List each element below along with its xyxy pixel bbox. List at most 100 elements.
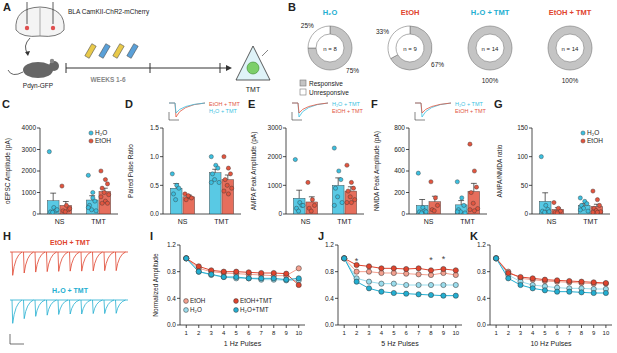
- marker: [404, 266, 409, 271]
- marker: [196, 269, 201, 274]
- legend-marker: [234, 308, 239, 313]
- legend-marker: [581, 139, 585, 143]
- marker: [494, 256, 499, 261]
- marker: [416, 266, 421, 271]
- tick-label: 2: [355, 330, 359, 336]
- data-label: 100%: [482, 77, 499, 84]
- marker: [366, 269, 371, 274]
- marker: [555, 289, 560, 294]
- bar: [209, 173, 221, 214]
- tick-label: 0.0: [325, 321, 334, 328]
- point: [226, 166, 230, 170]
- slice: [468, 26, 512, 70]
- line-chart: K0.00.40.81.21234567891010 Hz Pulses: [470, 230, 612, 347]
- timeline-tick: [66, 63, 67, 73]
- marker: [342, 256, 347, 261]
- panel-label: C: [2, 98, 10, 110]
- point: [225, 183, 229, 187]
- point: [293, 157, 297, 161]
- point: [433, 196, 437, 200]
- marker: [542, 277, 547, 282]
- neuron: [247, 62, 259, 74]
- inset-trace: [415, 103, 451, 113]
- timeline-arrow: [226, 65, 232, 71]
- marker: [428, 292, 433, 297]
- tick-label: NS: [301, 218, 311, 225]
- series-line: [344, 258, 456, 270]
- tick: [406, 214, 409, 215]
- marker: [221, 269, 226, 274]
- point: [468, 142, 472, 146]
- tick-label: 0.0: [167, 321, 176, 328]
- tick: [298, 325, 299, 328]
- tick-label: 5: [235, 330, 239, 336]
- mouse-tail: [8, 70, 23, 75]
- tick: [273, 325, 274, 328]
- point: [186, 194, 190, 198]
- marker: [441, 282, 446, 287]
- midline: [40, 8, 41, 36]
- point: [50, 210, 54, 214]
- point: [100, 186, 104, 190]
- pulse: [93, 252, 103, 271]
- marker: [441, 293, 446, 298]
- panel-label: H: [3, 230, 11, 242]
- bar: [539, 201, 551, 214]
- bar: [293, 198, 305, 214]
- tick-label: 4: [380, 330, 384, 336]
- bar-chart: C01000200030004000oEPSC Amplitude (pA)NS…: [2, 98, 118, 225]
- bar: [332, 185, 344, 214]
- tick-label: 0.0: [150, 210, 159, 217]
- bottle: [127, 44, 138, 59]
- tick-label: 4000: [22, 124, 37, 131]
- tick-label: 3000: [22, 146, 37, 153]
- point: [469, 190, 473, 194]
- bar: [99, 191, 111, 214]
- annotation: n = 8: [323, 46, 337, 52]
- pie-chart: BH₂O75%25%n = 8ResponsiveUnresponsive: [288, 1, 359, 97]
- marker: [591, 280, 596, 285]
- pulse: [58, 252, 68, 271]
- point: [552, 200, 556, 204]
- point: [578, 208, 582, 212]
- point: [222, 189, 226, 193]
- tick-label: 0: [278, 210, 282, 217]
- marker: [234, 269, 239, 274]
- marker: [591, 290, 596, 295]
- point: [337, 169, 341, 173]
- point: [309, 209, 313, 213]
- inset-trace: [292, 103, 328, 117]
- point: [171, 192, 175, 196]
- pulse: [47, 300, 57, 315]
- panel-label: A: [3, 1, 11, 13]
- axis-title: Normalized Amplitude: [152, 253, 160, 317]
- slice: [548, 26, 592, 70]
- data-label: 33%: [376, 28, 389, 35]
- tick: [487, 298, 490, 299]
- tick-label: 0: [524, 210, 528, 217]
- tick-label: 5: [543, 330, 547, 336]
- point: [86, 205, 90, 209]
- plot-area: [184, 256, 302, 288]
- tick-label: NS: [547, 218, 557, 225]
- pulse: [35, 252, 45, 272]
- marker: [416, 272, 421, 277]
- panel-label: G: [494, 98, 503, 110]
- point: [209, 155, 213, 159]
- tick-label: 8: [429, 330, 433, 336]
- point: [424, 210, 428, 214]
- tick-label: 10: [452, 330, 459, 336]
- bar: [591, 207, 603, 214]
- point: [578, 196, 582, 200]
- electrode: [262, 50, 268, 56]
- tick-label: 6: [405, 330, 409, 336]
- slice: [308, 26, 352, 70]
- marker: [391, 281, 396, 286]
- point: [333, 186, 337, 190]
- y-axis: [532, 128, 533, 214]
- label: TMT: [246, 86, 261, 93]
- point: [170, 172, 174, 176]
- panel-label: E: [248, 98, 255, 110]
- tick: [569, 325, 570, 328]
- tick: [211, 325, 212, 328]
